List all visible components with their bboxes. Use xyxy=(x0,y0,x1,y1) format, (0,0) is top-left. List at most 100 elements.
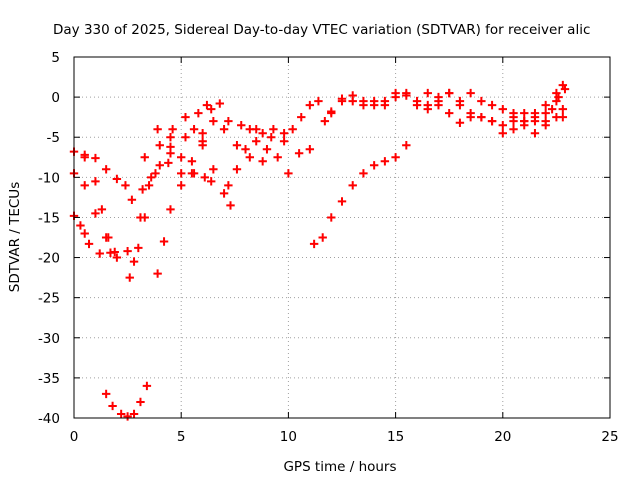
data-point xyxy=(560,84,570,94)
data-point xyxy=(273,153,282,162)
data-point xyxy=(348,96,357,106)
data-point xyxy=(284,169,293,178)
data-point xyxy=(348,181,357,190)
data-point xyxy=(207,177,216,186)
data-point xyxy=(136,397,145,407)
data-point xyxy=(262,145,272,154)
data-point xyxy=(455,118,465,127)
axis-ticks: 0 5 10 15 20 25 5 0 -5 -10 -15 -20 -25 -30 -35 -40 xyxy=(38,50,619,445)
data-point xyxy=(530,108,540,118)
series-s13 xyxy=(309,141,411,249)
data-point xyxy=(487,116,497,126)
y-tick-label: -10 xyxy=(38,170,60,186)
data-point xyxy=(309,239,319,249)
data-point xyxy=(391,153,400,162)
data-point xyxy=(327,108,336,118)
data-point xyxy=(509,125,518,134)
data-point xyxy=(305,145,315,154)
data-point xyxy=(142,381,152,391)
data-point xyxy=(95,249,104,258)
data-point xyxy=(121,181,130,190)
chart-title: Day 330 of 2025, Sidereal Day-to-day VTE… xyxy=(53,22,590,38)
series-s16 xyxy=(509,84,570,138)
data-point xyxy=(209,116,218,126)
data-point xyxy=(76,221,85,230)
data-point xyxy=(151,169,160,178)
data-point xyxy=(279,137,289,146)
x-tick-label: 5 xyxy=(177,429,186,445)
data-point xyxy=(168,125,177,134)
plot-frame xyxy=(73,56,611,419)
data-point xyxy=(123,412,132,421)
data-point xyxy=(194,108,203,118)
data-point xyxy=(189,125,199,134)
data-point xyxy=(101,389,111,399)
data-point xyxy=(138,185,147,194)
series-s9 xyxy=(177,99,315,178)
data-point xyxy=(108,401,117,411)
data-point xyxy=(187,169,197,178)
grid-layer xyxy=(74,57,610,418)
series-s8 xyxy=(166,125,235,210)
series-s7 xyxy=(153,116,267,278)
series-s12 xyxy=(327,88,568,130)
data-point xyxy=(554,92,563,102)
data-point xyxy=(181,112,190,122)
data-point xyxy=(520,120,529,130)
data-point xyxy=(487,100,497,110)
x-tick-label: 0 xyxy=(70,429,79,445)
data-point xyxy=(288,125,297,134)
data-point xyxy=(402,91,411,100)
data-point xyxy=(129,409,139,419)
x-tick-label: 25 xyxy=(601,429,618,445)
data-point xyxy=(245,153,255,162)
data-point xyxy=(434,100,443,110)
data-point xyxy=(224,181,233,190)
data-point xyxy=(166,142,175,152)
data-point xyxy=(314,96,323,106)
data-point xyxy=(477,112,486,122)
data-point xyxy=(423,104,432,114)
data-point xyxy=(219,189,229,198)
x-tick-label: 20 xyxy=(494,429,511,445)
y-tick-label: 0 xyxy=(51,90,60,106)
y-tick-label: -25 xyxy=(38,291,60,307)
data-point xyxy=(146,173,156,182)
data-point xyxy=(337,197,347,206)
data-point xyxy=(123,246,132,256)
x-tick-label: 15 xyxy=(387,429,404,445)
y-axis-label: SDTVAR / TECUs xyxy=(7,182,23,292)
data-point xyxy=(166,133,175,142)
data-point xyxy=(164,158,173,168)
series-s10 xyxy=(224,137,293,190)
data-point xyxy=(294,149,304,158)
data-point xyxy=(558,112,568,122)
data-point xyxy=(166,149,175,158)
data-point xyxy=(558,104,568,114)
data-point xyxy=(530,129,540,138)
data-point xyxy=(153,269,162,278)
data-point xyxy=(134,243,143,253)
data-point xyxy=(552,112,561,122)
data-point xyxy=(153,125,162,134)
data-point xyxy=(177,153,186,162)
data-point xyxy=(297,112,306,122)
data-point xyxy=(423,88,432,98)
data-point xyxy=(434,92,443,102)
data-point xyxy=(198,129,207,138)
data-point xyxy=(200,173,209,182)
data-point xyxy=(101,165,111,174)
data-point xyxy=(305,100,315,110)
data-point xyxy=(245,125,255,134)
data-point xyxy=(232,165,242,174)
data-point xyxy=(380,157,390,166)
y-tick-label: -35 xyxy=(38,371,60,387)
data-point xyxy=(267,133,276,142)
data-point xyxy=(241,145,250,154)
y-tick-label: -20 xyxy=(38,251,60,267)
data-point xyxy=(402,141,411,150)
data-point xyxy=(224,116,233,126)
data-point xyxy=(252,137,261,146)
data-point xyxy=(219,125,229,134)
data-point xyxy=(258,129,267,138)
